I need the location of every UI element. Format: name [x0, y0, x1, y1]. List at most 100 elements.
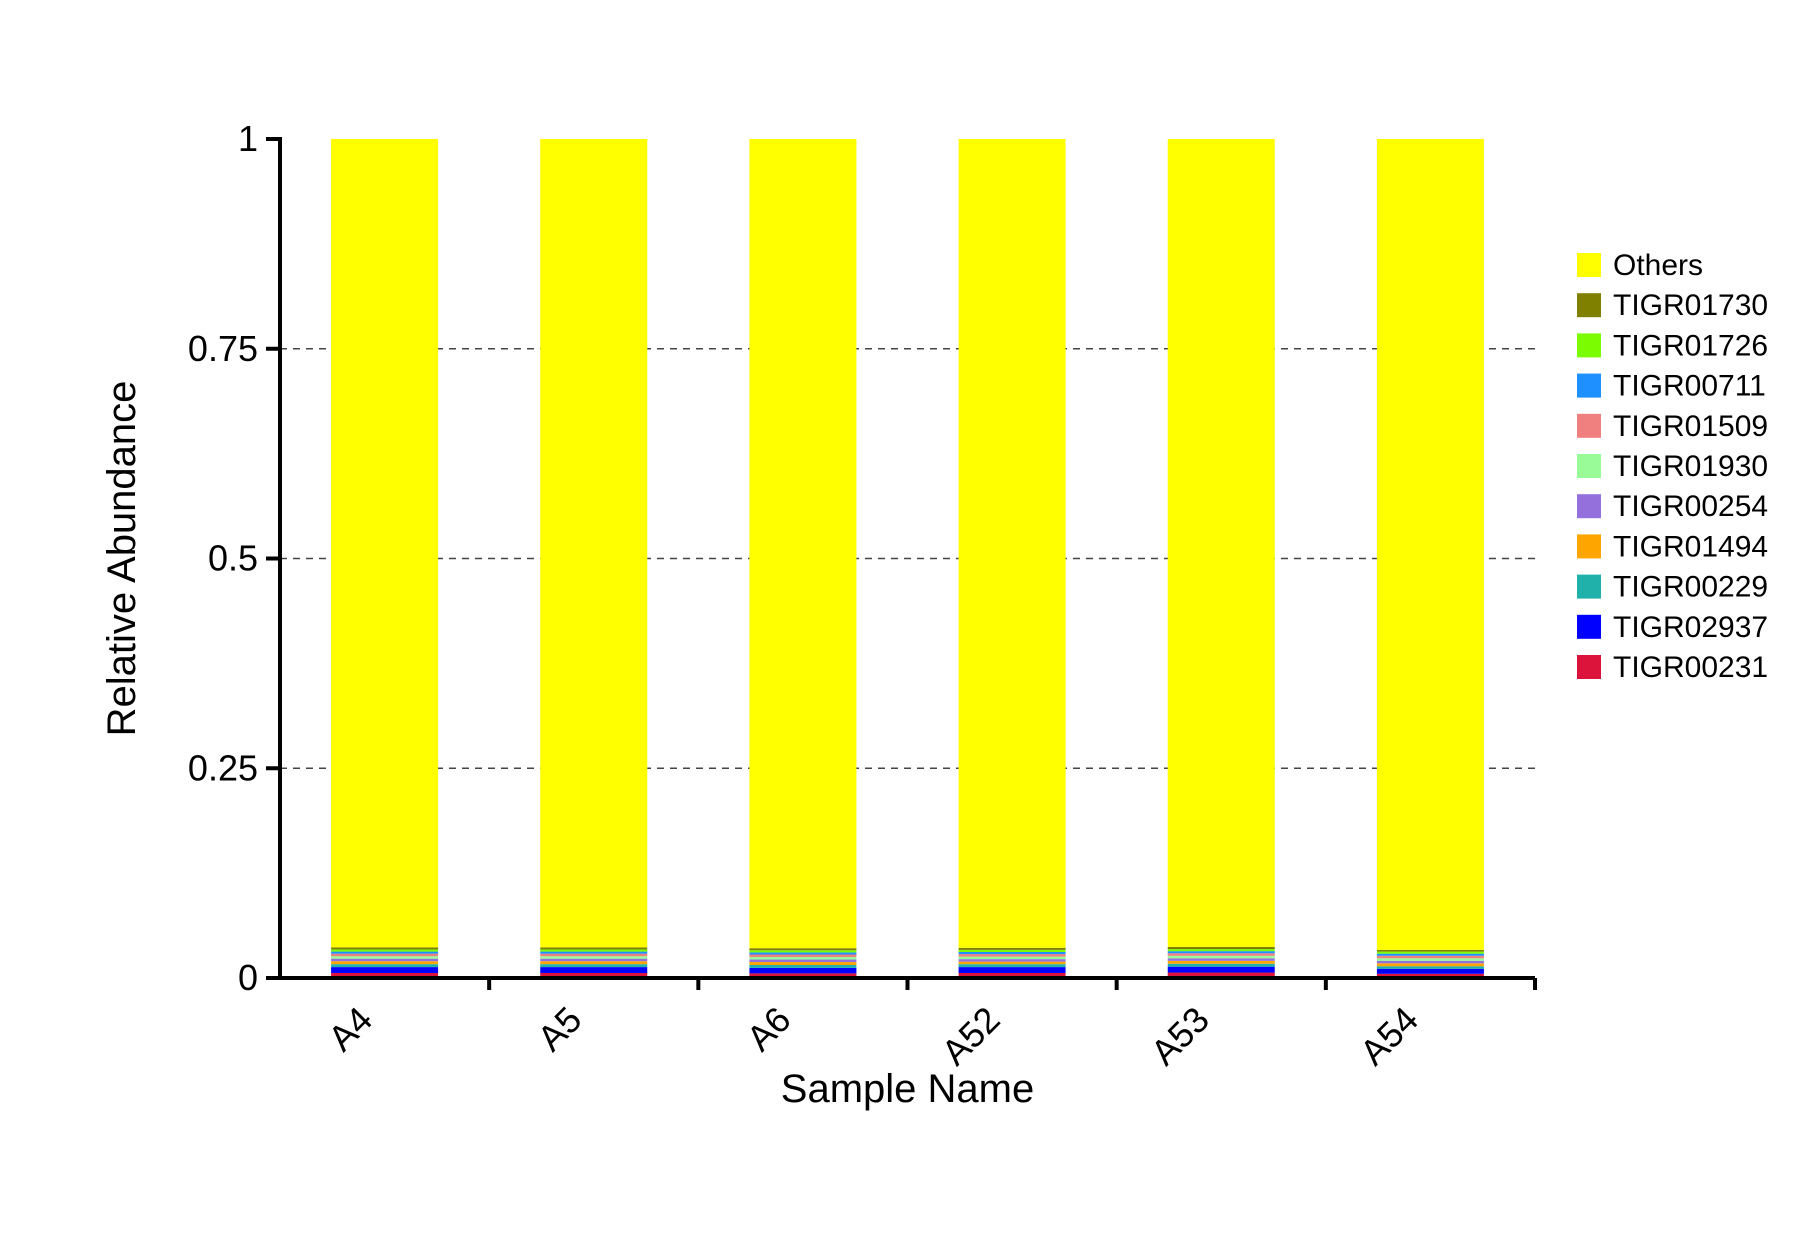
- bar-segment-Others: [1376, 139, 1484, 950]
- bar-segment-TIGR01494: [958, 961, 1066, 965]
- bar-segment-TIGR00231: [1376, 973, 1484, 978]
- bar-segment-TIGR01509: [749, 954, 857, 958]
- x-axis-title: Sample Name: [781, 1067, 1034, 1111]
- bar-segment-TIGR00711: [1376, 953, 1484, 956]
- bar-segment-TIGR00711: [540, 951, 648, 954]
- bar-stack-A4: [331, 139, 439, 978]
- bar-stack-A53: [1167, 139, 1275, 978]
- bar-segment-TIGR00229: [1167, 963, 1275, 967]
- x-tick-label: A52: [933, 999, 1007, 1073]
- bar-segment-TIGR01494: [331, 961, 439, 965]
- bar-segment-TIGR00229: [958, 964, 1066, 968]
- bar-segment-TIGR00231: [540, 972, 648, 978]
- legend-item: TIGR00229: [1577, 571, 1768, 604]
- legend-label: TIGR00229: [1613, 571, 1768, 604]
- legend-swatch: [1577, 413, 1601, 438]
- legend-swatch: [1577, 655, 1601, 679]
- bar-segment-TIGR01509: [958, 954, 1066, 957]
- bar-segment-TIGR01930: [1376, 958, 1484, 961]
- bar-segment-TIGR00254: [331, 958, 439, 962]
- legend-swatch: [1577, 293, 1601, 318]
- bar-segment-TIGR02937: [958, 967, 1066, 973]
- y-axis-ticks: 0 0.25 0.5 0.75 1: [188, 118, 280, 998]
- legend-swatch: [1577, 333, 1601, 358]
- legend-item: TIGR01730: [1577, 289, 1768, 322]
- legend-item: TIGR00254: [1577, 490, 1768, 523]
- bar-segment-TIGR02937: [1376, 968, 1484, 974]
- legend-swatch: [1577, 373, 1601, 398]
- legend-label: TIGR01509: [1613, 410, 1768, 443]
- bar-segment-TIGR00229: [540, 964, 648, 968]
- gridlines: [280, 348, 1535, 769]
- bar-segment-TIGR00231: [1167, 972, 1275, 978]
- bar-segment-TIGR01509: [1167, 953, 1275, 956]
- legend-label: TIGR00711: [1613, 370, 1766, 403]
- bar-segment-TIGR00231: [958, 972, 1066, 978]
- bar-segment-TIGR00711: [958, 951, 1066, 955]
- bar-segment-TIGR01730: [1376, 949, 1484, 952]
- legend-label: TIGR00254: [1613, 490, 1768, 523]
- bar-segment-TIGR01730: [540, 947, 648, 950]
- x-tick-label: A54: [1352, 999, 1426, 1073]
- legend-swatch: [1577, 614, 1601, 639]
- bar-segment-TIGR01730: [1167, 946, 1275, 950]
- legend: Others TIGR01730 TIGR01726 TIGR00711 TIGR015…: [1577, 249, 1768, 684]
- bar-segment-TIGR01494: [540, 961, 648, 965]
- bar-segment-TIGR00254: [1376, 960, 1484, 964]
- bar-segment-Others: [958, 139, 1066, 948]
- bar-segment-Others: [749, 139, 857, 949]
- x-tick-label: A53: [1143, 999, 1217, 1073]
- bar-segment-TIGR01930: [540, 956, 648, 959]
- legend-item: TIGR01726: [1577, 329, 1768, 362]
- bar-segment-Others: [1167, 139, 1275, 947]
- legend-label: TIGR01930: [1613, 450, 1768, 483]
- bar-segment-TIGR02937: [1167, 966, 1275, 973]
- bar-segment-TIGR01509: [331, 953, 439, 957]
- x-tick-label: A5: [529, 999, 589, 1059]
- bar-segment-TIGR01726: [1376, 951, 1484, 954]
- bar-segment-TIGR00231: [749, 973, 857, 978]
- legend-item: TIGR02937: [1577, 611, 1768, 644]
- bar-segment-TIGR00254: [958, 959, 1066, 962]
- bar-segment-TIGR02937: [540, 967, 648, 973]
- legend-swatch: [1577, 494, 1601, 519]
- bar-segment-TIGR00711: [749, 952, 857, 955]
- y-tick-label: 0: [238, 957, 258, 998]
- x-tick-label: A4: [320, 999, 380, 1059]
- bar-segment-TIGR00711: [331, 951, 439, 954]
- legend-swatch: [1577, 454, 1601, 478]
- legend-swatch: [1577, 574, 1601, 599]
- y-tick-label: 0.5: [208, 538, 258, 579]
- bar-segment-Others: [540, 139, 648, 948]
- legend-item: TIGR01494: [1577, 530, 1768, 563]
- bar-segment-TIGR01726: [1167, 949, 1275, 952]
- legend-item: TIGR00711: [1577, 370, 1766, 403]
- bar-segment-TIGR01494: [1167, 960, 1275, 964]
- bar-segment-TIGR01930: [958, 956, 1066, 960]
- bar-stack-A54: [1376, 139, 1484, 978]
- legend-label: TIGR01726: [1613, 329, 1768, 362]
- bar-segment-TIGR01730: [749, 948, 857, 951]
- bar-segment-TIGR01509: [1376, 955, 1484, 959]
- bar-area: [331, 139, 1484, 978]
- y-tick-label: 1: [238, 118, 258, 159]
- bar-stack-A5: [540, 139, 648, 978]
- legend-label: TIGR02937: [1613, 611, 1768, 644]
- bar-segment-TIGR00229: [749, 964, 857, 968]
- legend-label: TIGR01730: [1613, 289, 1768, 322]
- x-axis-ticks: A4 A5 A6 A52 A53 A54: [320, 978, 1537, 1073]
- legend-label: TIGR00231: [1613, 651, 1768, 684]
- legend-item: TIGR00231: [1577, 651, 1768, 684]
- bar-segment-TIGR01494: [1376, 963, 1484, 967]
- legend-swatch: [1577, 534, 1601, 559]
- y-tick-label: 0.25: [188, 747, 258, 788]
- bar-segment-TIGR01509: [540, 953, 648, 957]
- bar-segment-TIGR01494: [749, 962, 857, 965]
- bar-segment-TIGR00229: [331, 964, 439, 968]
- bar-segment-Others: [331, 139, 439, 948]
- bar-segment-TIGR02937: [749, 967, 857, 974]
- bar-segment-TIGR01726: [749, 950, 857, 953]
- bar-segment-TIGR00254: [1167, 958, 1275, 961]
- legend-label: Others: [1613, 249, 1703, 282]
